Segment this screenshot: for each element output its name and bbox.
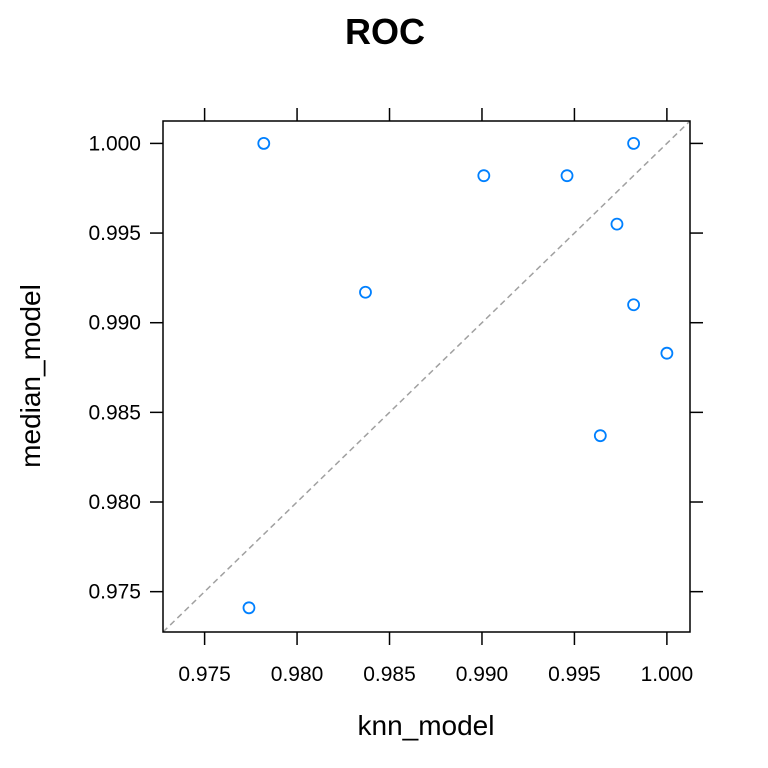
x-axis-ticks: 0.975 0.980 0.985 0.990 0.995 1.000 (178, 108, 693, 686)
x-axis-label: knn_model (358, 710, 495, 741)
y-tick-label-2: 0.980 (88, 491, 141, 514)
data-point-1 (257, 137, 271, 150)
data-point-3 (560, 169, 574, 183)
x-tick-label-3: 0.985 (363, 663, 416, 686)
data-point-5 (610, 217, 624, 231)
x-tick-label-2: 0.980 (271, 663, 324, 686)
x-tick-label-5: 0.995 (548, 663, 601, 686)
data-point-8 (660, 346, 674, 360)
y-tick-label-4: 0.990 (88, 312, 141, 335)
y-tick-label-3: 0.985 (88, 401, 141, 424)
data-point-6 (359, 285, 372, 299)
data-point-2 (477, 169, 491, 183)
reference-line (162, 120, 691, 633)
y-axis-label: median_model (15, 284, 46, 468)
data-points (242, 137, 674, 615)
data-point-10 (242, 601, 256, 615)
data-point-7 (627, 298, 641, 312)
x-tick-label-6: 1.000 (641, 663, 694, 686)
data-point-4 (627, 137, 641, 150)
chart-title: ROC (345, 11, 425, 52)
x-tick-label-1: 0.975 (178, 663, 231, 686)
y-tick-label-6: 1.000 (88, 132, 141, 155)
y-axis-ticks: 0.975 0.980 0.985 0.990 0.995 1.000 (88, 132, 703, 604)
y-tick-label-1: 0.975 (88, 581, 141, 604)
plot-frame (162, 120, 691, 633)
data-point-9 (593, 429, 607, 443)
y-tick-label-5: 0.995 (88, 222, 141, 245)
x-tick-label-4: 0.990 (456, 663, 509, 686)
reference-line-layer (162, 120, 691, 633)
